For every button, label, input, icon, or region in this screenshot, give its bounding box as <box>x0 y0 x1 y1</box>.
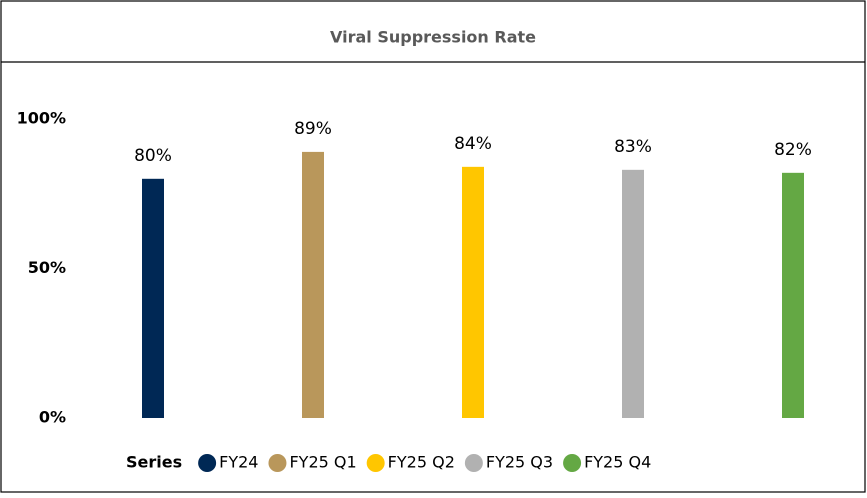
bar <box>622 169 644 418</box>
legend-marker <box>366 454 385 472</box>
legend-label: FY25 Q3 <box>486 453 553 472</box>
legend-label: FY24 <box>219 453 258 472</box>
chart-title: Viral Suppression Rate <box>330 28 536 47</box>
value-label: 84% <box>454 134 492 154</box>
legend-marker <box>464 454 483 472</box>
y-tick-label: 50% <box>28 258 66 277</box>
bar <box>142 178 164 418</box>
value-label: 80% <box>134 146 172 166</box>
bar <box>302 151 324 418</box>
legend-title: Series <box>126 453 182 472</box>
legend-label: FY25 Q2 <box>388 453 455 472</box>
bar <box>782 172 804 418</box>
value-label: 89% <box>294 119 332 139</box>
bar <box>462 166 484 418</box>
y-tick-label: 100% <box>17 109 66 128</box>
value-label: 82% <box>774 140 812 160</box>
legend-label: FY25 Q4 <box>584 453 651 472</box>
value-label: 83% <box>614 137 652 157</box>
legend-marker <box>198 454 217 472</box>
legend-label: FY25 Q1 <box>289 453 356 472</box>
legend-marker <box>268 454 287 472</box>
legend-marker <box>563 454 582 472</box>
y-tick-label: 0% <box>39 408 66 427</box>
